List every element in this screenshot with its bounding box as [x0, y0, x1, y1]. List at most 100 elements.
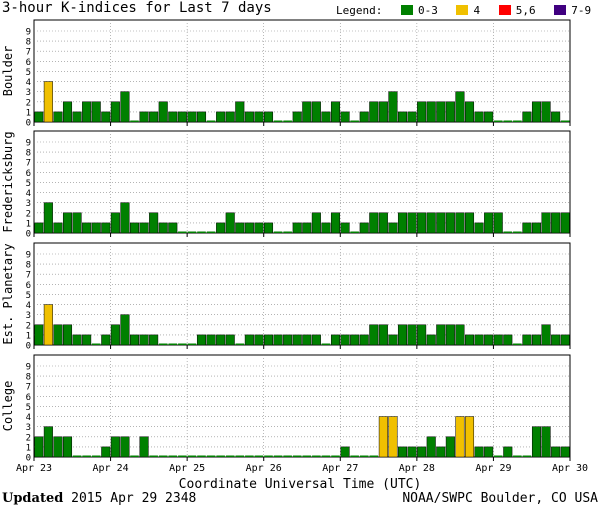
k-index-bar: [273, 231, 283, 233]
k-index-bar: [378, 101, 388, 123]
chart-title: 3-hour K-indices for Last 7 days: [2, 0, 272, 16]
k-index-bar: [493, 334, 503, 346]
y-tick-label: 9: [26, 139, 31, 149]
k-index-bar: [560, 334, 570, 346]
x-tick-label: Apr 23: [16, 463, 52, 474]
k-index-bar: [493, 455, 503, 457]
k-index-bar: [445, 212, 455, 234]
k-index-bar: [62, 212, 73, 234]
k-index-bar: [312, 455, 321, 457]
k-index-bar: [139, 436, 149, 458]
k-index-bar: [311, 334, 321, 346]
k-index-bar: [216, 455, 225, 457]
k-index-bar: [168, 111, 178, 123]
k-index-bar: [34, 222, 44, 234]
legend-item-k4: 4: [456, 3, 492, 17]
k-index-bar: [531, 426, 542, 458]
k-index-bar: [283, 231, 292, 233]
k-index-bar: [34, 324, 44, 346]
k-index-bar: [158, 101, 168, 123]
k-index-bar: [91, 343, 101, 345]
k-index-bar: [72, 455, 82, 457]
k-index-bar: [513, 343, 522, 345]
k-index-bar: [244, 111, 254, 123]
k-index-bar: [149, 334, 159, 346]
k-index-bar: [321, 111, 331, 123]
y-tick-label: 4: [26, 189, 31, 199]
k-index-bar: [503, 120, 513, 122]
y-tick-label: 3: [26, 199, 31, 209]
k-index-bar: [216, 334, 226, 346]
y-tick-label: 1: [26, 443, 31, 453]
panel-frame-2: [33, 242, 571, 346]
k-index-bar: [426, 212, 436, 234]
k-index-bar: [369, 212, 379, 234]
k-index-bar: [455, 91, 465, 123]
legend-item-k5-6: 5,6: [498, 3, 548, 17]
k-index-bar: [311, 101, 321, 123]
k-index-bar: [474, 446, 484, 458]
k-index-bar: [330, 212, 341, 234]
station-label: Fredericksburg: [1, 131, 15, 232]
k-index-bar: [120, 314, 130, 346]
k-index-bar: [369, 101, 379, 123]
k-index-bar: [388, 334, 398, 346]
k-index-bar: [292, 455, 302, 457]
k-index-bar: [43, 81, 53, 123]
k-index-bar: [129, 334, 140, 346]
k-index-bar: [283, 334, 293, 346]
legend-swatch-green: [400, 5, 413, 16]
k-index-bar: [531, 101, 542, 123]
k-index-bar: [273, 455, 283, 457]
k-index-bar: [196, 111, 207, 123]
k-index-bar: [560, 446, 570, 458]
y-tick-label: 6: [26, 393, 31, 403]
k-index-bar: [397, 111, 408, 123]
k-index-bar: [330, 334, 341, 346]
k-index-bar: [196, 334, 207, 346]
k-index-bar: [503, 231, 513, 233]
k-index-bar: [254, 334, 264, 346]
k-index-bar: [321, 222, 331, 234]
k-index-bar: [82, 334, 92, 346]
k-index-bar: [62, 101, 73, 123]
k-index-bar: [417, 101, 427, 123]
k-index-bar: [53, 436, 63, 458]
k-index-bar: [206, 455, 216, 457]
k-index-bar: [187, 231, 197, 233]
y-tick-label: 3: [26, 88, 31, 98]
k-index-bar: [263, 222, 274, 234]
k-index-bar: [101, 111, 111, 123]
k-index-bar: [340, 111, 350, 123]
k-index-bar: [388, 416, 398, 458]
k-index-bar: [178, 455, 187, 457]
k-index-bar: [302, 455, 312, 457]
k-index-bar: [551, 111, 561, 123]
k-index-bar: [177, 111, 187, 123]
y-tick-label: 2: [26, 98, 31, 108]
k-index-bar: [244, 222, 254, 234]
k-index-bar: [464, 416, 475, 458]
k-index-bar: [407, 324, 417, 346]
k-index-bar: [91, 222, 101, 234]
y-tick-label: 1: [26, 219, 31, 229]
k-index-bar: [139, 222, 149, 234]
k-index-bar: [62, 324, 73, 346]
k-index-bar: [378, 212, 388, 234]
k-index-bar: [178, 231, 187, 233]
k-index-bar: [551, 446, 561, 458]
k-index-bar: [254, 111, 264, 123]
k-index-bar: [43, 304, 53, 346]
k-index-bar: [513, 120, 522, 122]
k-index-bar: [254, 455, 264, 457]
k-index-bar: [43, 426, 53, 458]
credit-text: NOAA/SWPC Boulder, CO USA: [402, 491, 598, 506]
k-index-bar: [407, 212, 417, 234]
x-tick-label: Apr 26: [246, 463, 282, 474]
y-tick-label: 5: [26, 403, 31, 413]
k-index-bar: [187, 455, 197, 457]
k-index-bar: [445, 324, 455, 346]
y-tick-label: 0: [26, 230, 31, 240]
k-index-bar: [197, 455, 206, 457]
y-tick-label: 0: [26, 342, 31, 352]
